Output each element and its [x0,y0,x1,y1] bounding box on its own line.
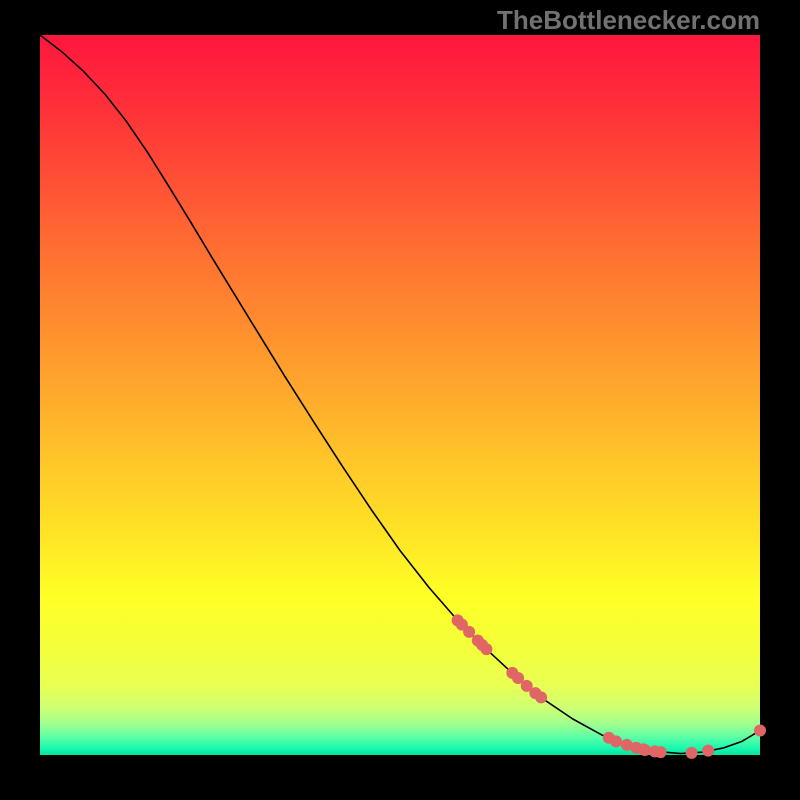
chart-root: TheBottlenecker.com [0,0,800,800]
data-marker [686,747,698,759]
data-marker [480,643,492,655]
data-marker [702,745,714,757]
data-marker [463,626,475,638]
data-marker [754,725,766,737]
data-marker [639,744,651,756]
plot-area [40,35,760,755]
data-marker [655,746,667,758]
data-marker [535,691,547,703]
data-marker [610,735,622,747]
chart-svg [0,0,800,800]
